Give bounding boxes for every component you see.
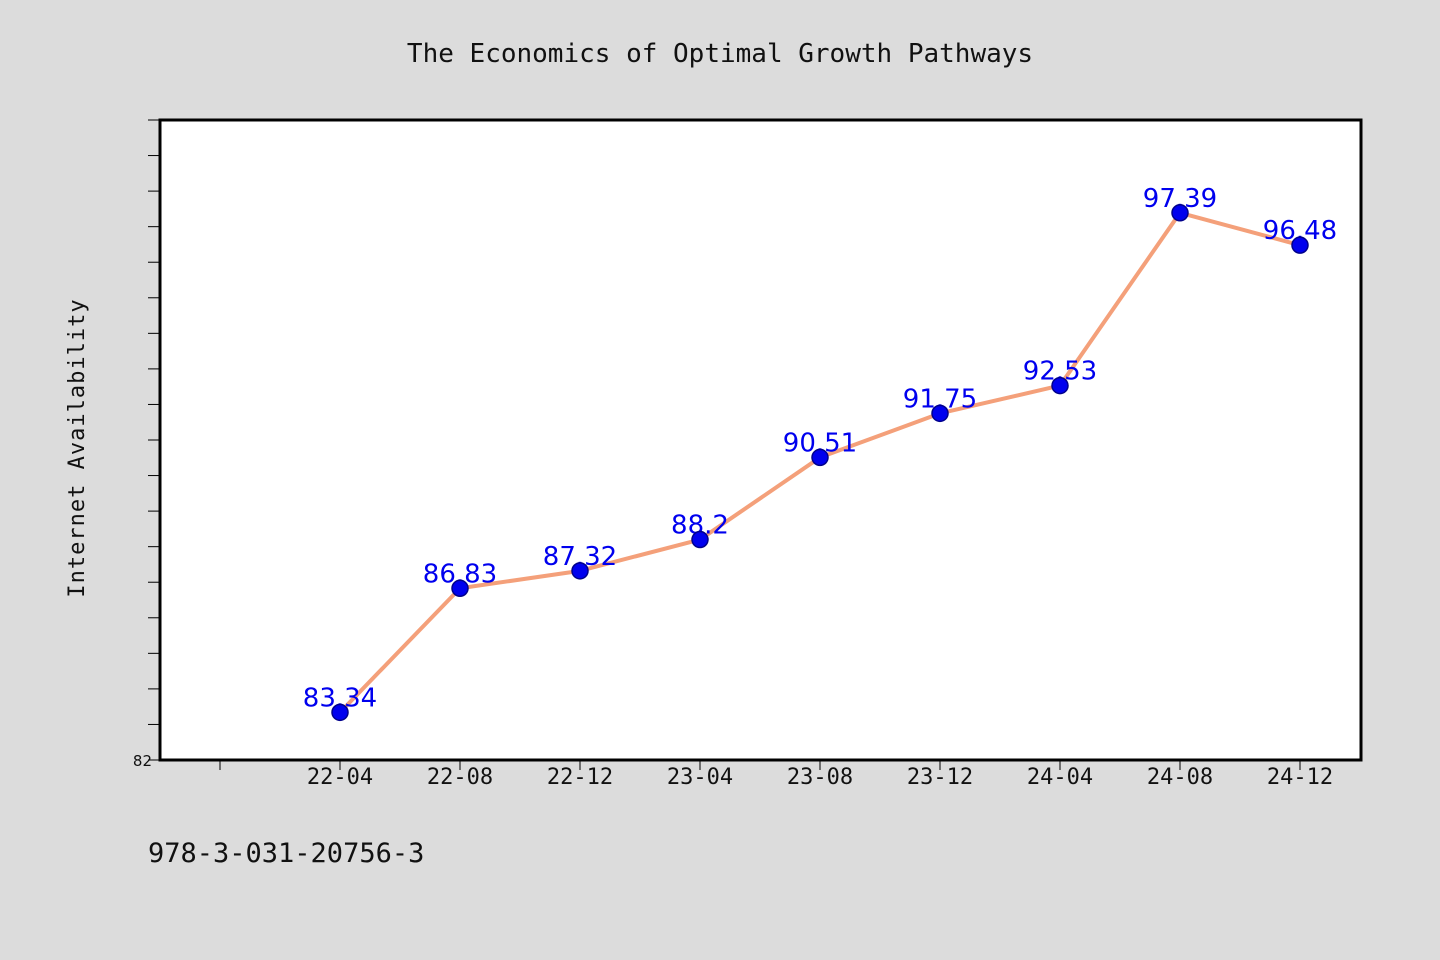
data-point	[571, 562, 589, 580]
x-tick-label: 23-12	[907, 765, 973, 790]
data-point	[811, 448, 829, 467]
data-point	[331, 703, 349, 722]
x-tick-label: 24-12	[1267, 765, 1333, 790]
x-tick-label: 22-08	[427, 765, 493, 790]
x-tick-label: 22-12	[547, 765, 613, 790]
data-point	[1051, 376, 1069, 395]
data-point	[1171, 204, 1189, 222]
data-point	[1291, 236, 1309, 254]
footnote-isbn: 978-3-031-20756-3	[148, 838, 424, 869]
y-axis-label: Internet Availability	[65, 298, 90, 597]
plot-area	[158, 118, 1363, 762]
data-point	[931, 404, 949, 423]
x-tick-label: 24-08	[1147, 765, 1213, 790]
data-point	[451, 579, 469, 598]
x-axis-ticks: 22-04 22-08 22-12 23-04 23-08 23-12 24-04 24-08…	[219, 760, 1333, 790]
y-tick-label: 82	[133, 752, 152, 770]
x-tick-label: 24-04	[1027, 765, 1093, 790]
data-labels: 83.3486.8387.3288.290.5191.7592.5397.399…	[303, 184, 1337, 722]
x-tick-label: 23-04	[667, 765, 733, 790]
chart-title: The Economics of Optimal Growth Pathways	[407, 39, 1033, 69]
y-axis-ticks: 82	[133, 119, 160, 770]
x-tick-label: 22-04	[307, 765, 373, 790]
data-point	[691, 530, 709, 549]
x-tick-label: 23-08	[787, 765, 853, 790]
